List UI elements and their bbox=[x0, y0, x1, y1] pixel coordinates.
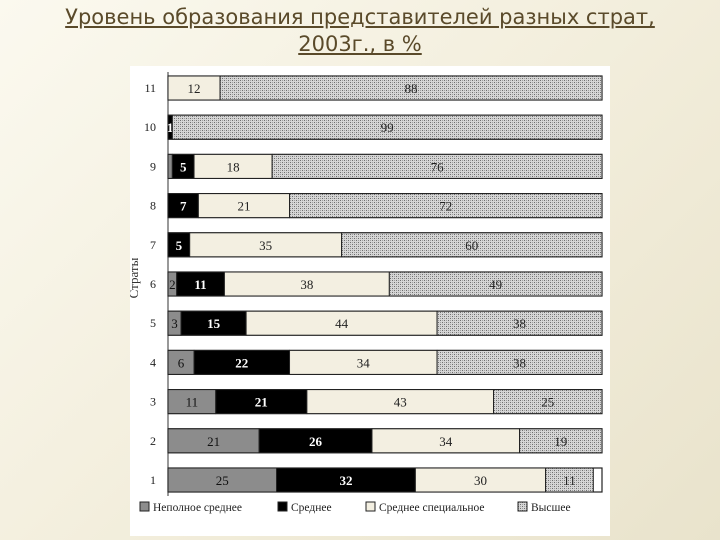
bar-segment-strata-1-series-2 bbox=[276, 467, 416, 493]
data-label-strata-6-series-1: 2 bbox=[169, 277, 176, 292]
chart-title-line-1: Уровень образования представителей разны… bbox=[65, 5, 655, 29]
data-label-strata-1-series-3: 30 bbox=[474, 473, 487, 488]
tick-label-strata-2: 2 bbox=[150, 434, 156, 448]
bar-segment-strata-3-series-1 bbox=[167, 389, 217, 415]
y-axis-title: Страты bbox=[130, 257, 141, 298]
legend-label-2: Среднее bbox=[291, 502, 332, 514]
bar-segment-strata-3-series-4 bbox=[493, 389, 603, 415]
data-label-strata-9-series-4: 76 bbox=[431, 159, 445, 174]
bar-segment-strata-4-series-3 bbox=[289, 349, 438, 375]
tick-label-strata-9: 9 bbox=[150, 159, 156, 173]
data-label-strata-3-series-1: 11 bbox=[186, 395, 199, 410]
data-label-strata-10-series-4: 99 bbox=[381, 120, 394, 135]
bar-segment-strata-2-series-3 bbox=[371, 428, 521, 454]
tick-label-strata-6: 6 bbox=[150, 277, 156, 291]
bar-segment-strata-6-series-3 bbox=[223, 271, 390, 297]
tick-label-strata-7: 7 bbox=[150, 238, 156, 252]
data-label-strata-2-series-4: 19 bbox=[554, 434, 567, 449]
bar-segment-strata-5-series-3 bbox=[245, 310, 438, 336]
tick-label-strata-3: 3 bbox=[150, 395, 156, 409]
legend-swatch-2 bbox=[277, 501, 288, 512]
bar-segment-strata-9-series-4 bbox=[271, 153, 603, 179]
legend-swatch-3 bbox=[365, 501, 376, 512]
data-label-strata-3-series-4: 25 bbox=[541, 395, 554, 410]
bar-segment-strata-1-series-1 bbox=[167, 467, 277, 493]
tick-label-strata-5: 5 bbox=[150, 316, 156, 330]
data-label-strata-8-series-4: 72 bbox=[439, 199, 452, 214]
data-label-strata-5-series-2: 15 bbox=[207, 316, 221, 331]
chart-title-line-2: 2003г., в % bbox=[298, 32, 422, 56]
chart-area: Страты 11 12 88 10 1 99 9 5 18 76 8 7 21 72 7 5 35 60 6 2 11 3… bbox=[126, 66, 610, 536]
data-label-strata-1-series-4: 11 bbox=[563, 473, 576, 488]
data-label-strata-8-series-2: 7 bbox=[180, 199, 187, 214]
bar-segment-strata-11-series-4 bbox=[219, 75, 603, 101]
data-label-strata-6-series-3: 38 bbox=[300, 277, 313, 292]
data-label-strata-4-series-2: 22 bbox=[235, 355, 248, 370]
data-label-strata-2-series-3: 34 bbox=[439, 434, 453, 449]
data-label-strata-6-series-2: 11 bbox=[194, 277, 206, 292]
data-label-strata-1-series-2: 32 bbox=[339, 473, 352, 488]
tick-label-strata-11: 11 bbox=[144, 81, 156, 95]
data-label-strata-10-series-2: 1 bbox=[167, 120, 174, 135]
bar-segment-strata-5-series-4 bbox=[436, 310, 603, 336]
data-label-strata-5-series-4: 38 bbox=[513, 316, 526, 331]
bar-segment-strata-4-series-2 bbox=[193, 349, 291, 375]
data-label-strata-5-series-1: 3 bbox=[171, 316, 178, 331]
legend-label-3: Среднее специальное bbox=[379, 502, 484, 514]
bar-segment-strata-11-series-3 bbox=[167, 75, 221, 101]
bar-segment-strata-8-series-4 bbox=[289, 193, 603, 219]
tick-label-strata-1: 1 bbox=[150, 473, 156, 487]
legend-label-1: Неполное среднее bbox=[153, 502, 242, 514]
tick-label-strata-8: 8 bbox=[150, 199, 156, 213]
bar-segment-strata-7-series-4 bbox=[341, 232, 603, 258]
bar-segment-strata-9-series-3 bbox=[193, 153, 273, 179]
bar-segment-strata-5-series-2 bbox=[180, 310, 247, 336]
bar-segment-strata-1-series-3 bbox=[414, 467, 547, 493]
bar-segment-strata-1-series-4 bbox=[545, 467, 594, 493]
data-label-strata-9-series-3: 18 bbox=[227, 159, 240, 174]
bar-segment-strata-3-series-3 bbox=[306, 389, 494, 415]
bar-segment-strata-2-series-4 bbox=[519, 428, 603, 454]
legend-swatch-4 bbox=[517, 501, 528, 512]
bar-segment-strata-4-series-4 bbox=[436, 349, 603, 375]
chart-title: Уровень образования представителей разны… bbox=[0, 4, 720, 58]
data-label-strata-7-series-3: 35 bbox=[259, 238, 272, 253]
tick-label-strata-10: 10 bbox=[144, 120, 156, 134]
data-label-strata-2-series-1: 21 bbox=[207, 434, 220, 449]
data-label-strata-1-series-1: 25 bbox=[216, 473, 229, 488]
data-label-strata-5-series-3: 44 bbox=[335, 316, 349, 331]
data-label-strata-4-series-3: 34 bbox=[357, 355, 371, 370]
bar-segment-strata-8-series-2 bbox=[167, 193, 199, 219]
data-label-strata-2-series-2: 26 bbox=[309, 434, 323, 449]
bar-segment-strata-6-series-4 bbox=[388, 271, 603, 297]
legend-swatch-1 bbox=[139, 501, 150, 512]
data-label-strata-8-series-3: 21 bbox=[237, 199, 250, 214]
data-label-strata-4-series-1: 6 bbox=[178, 355, 185, 370]
tick-label-strata-4: 4 bbox=[150, 355, 156, 369]
bar-segment-strata-9-series-1 bbox=[167, 153, 173, 179]
data-label-strata-6-series-4: 49 bbox=[489, 277, 502, 292]
data-label-strata-9-series-2: 5 bbox=[180, 159, 187, 174]
data-label-strata-4-series-4: 38 bbox=[513, 355, 526, 370]
bar-segment-strata-8-series-3 bbox=[197, 193, 291, 219]
legend-label-4: Высшее bbox=[531, 502, 571, 514]
data-label-strata-3-series-2: 21 bbox=[255, 395, 268, 410]
bar-segment-strata-2-series-2 bbox=[258, 428, 373, 454]
data-label-strata-11-series-4: 88 bbox=[405, 81, 418, 96]
data-label-strata-11-series-3: 12 bbox=[188, 81, 201, 96]
data-label-strata-7-series-4: 60 bbox=[465, 238, 478, 253]
data-label-strata-7-series-2: 5 bbox=[176, 238, 183, 253]
data-label-strata-3-series-3: 43 bbox=[394, 395, 407, 410]
bar-segment-strata-10-series-4 bbox=[171, 114, 603, 140]
